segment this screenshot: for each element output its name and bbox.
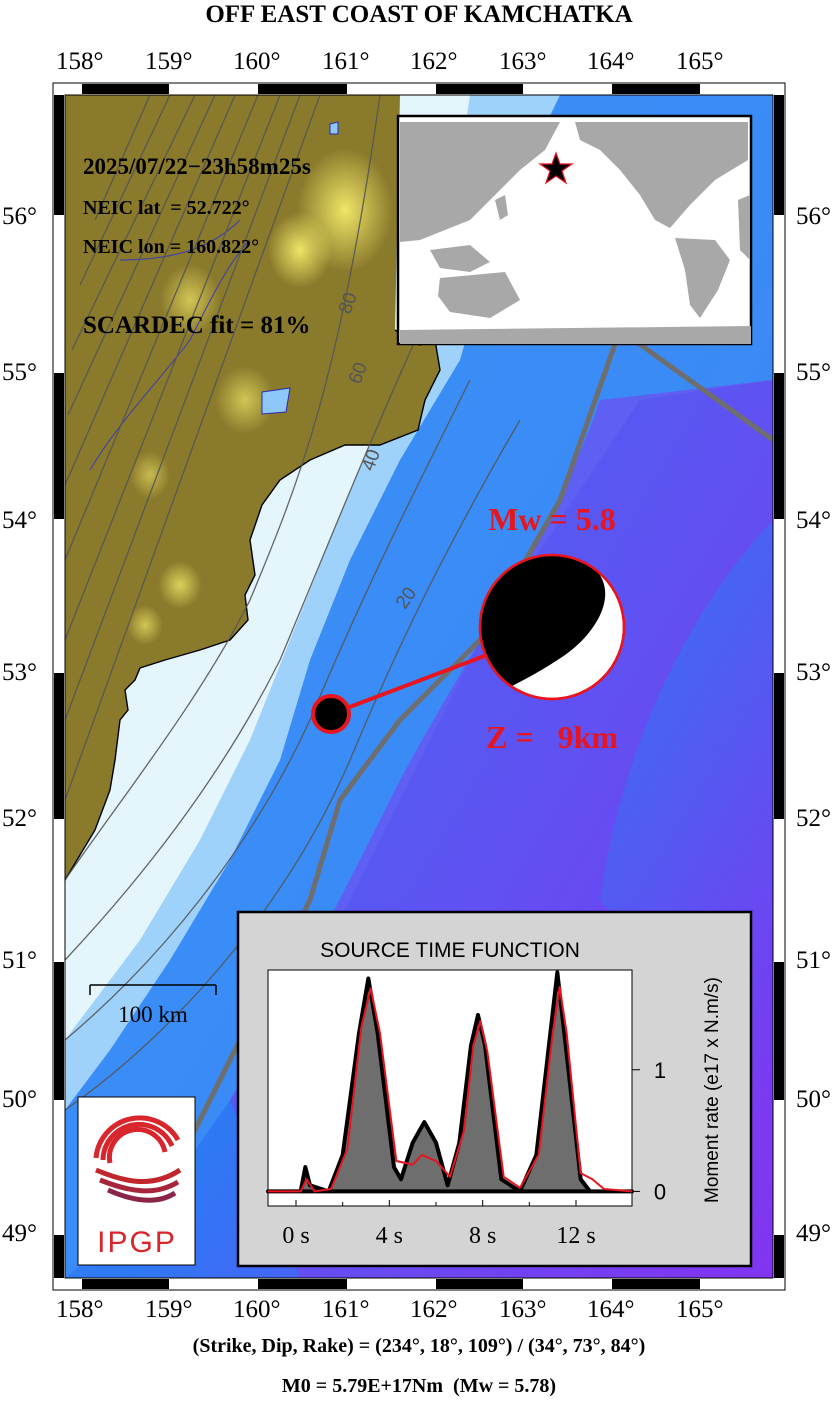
lat-label-left: 54° <box>2 507 37 534</box>
highland <box>158 561 202 609</box>
event-datetime: 2025/07/22−23h58m25s <box>83 154 311 179</box>
lake <box>261 387 291 415</box>
lake <box>329 121 339 135</box>
lon-label-bottom: 162° <box>410 1296 458 1323</box>
lon-label-top: 164° <box>587 48 635 75</box>
focal-mechanism-beachball[interactable] <box>478 553 626 701</box>
scardec-fit: SCARDEC fit = 81% <box>83 312 311 339</box>
stf-x-tick-label: 8 s <box>469 1223 496 1249</box>
epicenter-marker[interactable] <box>311 694 351 734</box>
lon-label-bottom: 161° <box>322 1296 370 1323</box>
lon-label-top: 163° <box>499 48 547 75</box>
lon-label-top: 162° <box>410 48 458 75</box>
event-longitude: NEIC lon = 160.822° <box>83 236 260 258</box>
lat-label-left: 50° <box>2 1086 37 1113</box>
river <box>89 239 251 471</box>
stf-title: SOURCE TIME FUNCTION <box>320 939 580 962</box>
lat-label-right: 56° <box>796 203 831 230</box>
lon-label-top: 160° <box>233 48 281 75</box>
river <box>119 219 241 261</box>
lon-label-top: 159° <box>145 48 193 75</box>
lat-label-right: 54° <box>796 507 831 534</box>
stf-fit-line <box>268 986 633 1193</box>
map-title: OFF EAST COAST OF KAMCHATKA <box>205 1 633 28</box>
stf-plot-area: 0 s 4 s 8 s 12 s 0 1 <box>266 970 666 1249</box>
lon-label-bottom: 160° <box>233 1296 281 1323</box>
plate-boundary <box>618 327 773 443</box>
epicenter-star-icon <box>538 151 574 185</box>
lat-label-left: 53° <box>2 659 37 686</box>
stf-y-tick-label: 1 <box>654 1058 666 1083</box>
lon-label-bottom: 158° <box>56 1296 104 1323</box>
highland <box>160 264 220 336</box>
stf-x-tick-label: 0 s <box>282 1223 309 1249</box>
trench-line <box>117 329 623 1262</box>
stf-x-tick-label: 4 s <box>376 1223 403 1249</box>
highland <box>268 212 332 288</box>
highland <box>215 366 275 434</box>
map-border <box>52 82 786 1291</box>
logo-text: IPGP <box>97 1226 177 1259</box>
lat-label-right: 53° <box>796 659 831 686</box>
seismic-moment: M0 = 5.79E+17Nm (Mw = 5.78) <box>281 1375 557 1397</box>
stf-ylabel: Moment rate (e17 x N.m/s) <box>702 977 723 1203</box>
lat-label-right: 50° <box>796 1086 831 1113</box>
lat-label-right: 49° <box>796 1220 831 1247</box>
event-latitude: NEIC lat = 52.722° <box>83 197 250 219</box>
lat-label-left: 56° <box>2 203 37 230</box>
scale-bar <box>89 984 217 995</box>
ipgp-logo: IPGP <box>77 1096 196 1266</box>
slab-contours <box>65 95 521 1111</box>
stf-y-tick-label: 0 <box>654 1179 666 1204</box>
lon-label-bottom: 159° <box>145 1296 193 1323</box>
lat-label-left: 52° <box>2 805 37 832</box>
lat-label-right: 51° <box>796 947 831 974</box>
highland <box>127 605 163 645</box>
lon-label-bottom: 164° <box>587 1296 635 1323</box>
lon-label-top: 158° <box>56 48 104 75</box>
lat-label-right: 52° <box>796 805 831 832</box>
scale-bar-label: 100 km <box>118 1002 188 1027</box>
lon-label-top: 161° <box>322 48 370 75</box>
stf-x-tick-label: 12 s <box>556 1223 595 1249</box>
lat-label-left: 55° <box>2 359 37 386</box>
lat-label-left: 51° <box>2 947 37 974</box>
lat-label-left: 49° <box>2 1220 37 1247</box>
magnitude-label: Mw = 5.8 <box>488 501 616 537</box>
mechanism-parameters: (Strike, Dip, Rake) = (234°, 18°, 109°) … <box>192 1335 646 1357</box>
stf-panel: 0 s 4 s 8 s 12 s 0 1 <box>236 910 753 1268</box>
lon-label-bottom: 165° <box>676 1296 724 1323</box>
world-inset-map <box>396 114 753 346</box>
mechanism-link-line <box>330 653 488 716</box>
lon-label-top: 165° <box>676 48 724 75</box>
lon-label-bottom: 163° <box>499 1296 547 1323</box>
depth-label: Z = 9km <box>486 719 618 755</box>
lat-label-right: 55° <box>796 359 831 386</box>
highland <box>130 451 170 499</box>
